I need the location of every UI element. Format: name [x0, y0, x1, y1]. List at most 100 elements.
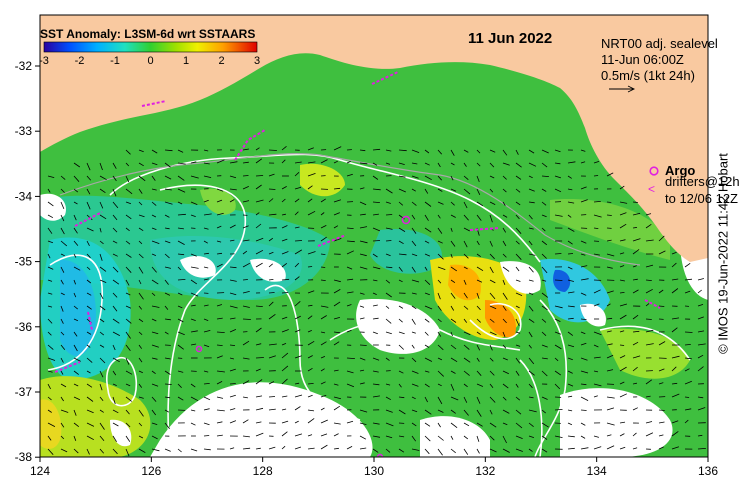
- current-arrow: [580, 253, 586, 256]
- current-arrow: [346, 304, 352, 307]
- current-arrow: [372, 370, 379, 373]
- current-arrow: [320, 381, 326, 385]
- current-arrow: [528, 240, 533, 246]
- current-arrow: [580, 447, 589, 450]
- current-arrow: [125, 227, 130, 232]
- y-tick-label: -34: [15, 189, 33, 203]
- current-arrow: [320, 444, 328, 450]
- current-arrow: [164, 318, 171, 321]
- current-arrow: [190, 304, 196, 307]
- current-arrow: [476, 331, 481, 335]
- current-arrow: [203, 383, 210, 385]
- current-arrow: [528, 383, 533, 389]
- current-arrow: [606, 407, 615, 411]
- current-arrow: [385, 266, 393, 269]
- current-arrow: [359, 369, 365, 372]
- current-arrow: [255, 223, 262, 229]
- current-arrow: [294, 420, 299, 424]
- current-arrow: [463, 357, 471, 363]
- current-arrow: [398, 344, 404, 350]
- y-tick-label: -36: [15, 320, 33, 334]
- current-arrow: [424, 175, 432, 181]
- current-arrow: [463, 448, 469, 455]
- current-arrow: [554, 435, 563, 438]
- current-arrow: [502, 279, 506, 285]
- current-arrow: [593, 395, 598, 398]
- current-arrow: [294, 186, 302, 190]
- current-arrow: [294, 276, 300, 281]
- current-arrow: [385, 227, 393, 230]
- current-arrow: [684, 380, 692, 385]
- current-arrow: [177, 149, 184, 153]
- current-arrow: [216, 381, 223, 385]
- current-arrow: [60, 435, 65, 440]
- current-arrow: [541, 227, 546, 232]
- current-arrow: [268, 355, 276, 359]
- current-arrow: [554, 305, 563, 309]
- current-arrow: [398, 409, 406, 415]
- current-arrow: [307, 198, 313, 203]
- current-arrow: [190, 396, 199, 402]
- current-arrow: [346, 420, 354, 424]
- current-arrow: [164, 305, 169, 310]
- current-arrow: [593, 227, 599, 229]
- current-arrow: [411, 188, 417, 192]
- current-arrow: [515, 266, 520, 272]
- current-arrow: [515, 370, 520, 376]
- current-arrow: [190, 266, 199, 269]
- current-arrow: [203, 149, 209, 152]
- current-arrow: [502, 422, 508, 426]
- current-arrow: [190, 409, 196, 412]
- current-arrow: [489, 201, 496, 205]
- current-arrow: [489, 448, 497, 453]
- current-arrow: [333, 187, 341, 190]
- current-arrow: [437, 396, 443, 405]
- current-legend-line3: 0.5m/s (1kt 24h): [601, 68, 695, 83]
- current-arrow: [281, 186, 287, 190]
- current-arrow: [177, 383, 182, 388]
- current-arrow: [437, 201, 444, 205]
- current-arrow: [359, 317, 365, 320]
- current-arrow: [398, 448, 405, 453]
- current-arrow: [411, 214, 416, 220]
- current-arrow: [489, 279, 496, 284]
- current-arrow: [541, 344, 548, 348]
- current-arrow: [541, 149, 549, 154]
- current-arrow: [60, 214, 65, 222]
- current-arrow: [268, 198, 274, 203]
- current-arrow: [86, 409, 94, 414]
- current-arrow: [190, 214, 196, 217]
- current-arrow: [86, 383, 93, 388]
- current-arrow: [554, 409, 563, 411]
- current-arrow: [385, 292, 392, 298]
- current-arrow: [424, 396, 428, 403]
- x-tick-label: 130: [364, 464, 384, 478]
- current-arrow: [268, 188, 276, 190]
- current-arrow: [502, 266, 510, 272]
- current-arrow: [47, 318, 53, 324]
- current-arrow: [489, 162, 495, 168]
- current-arrow: [502, 409, 510, 414]
- current-arrow: [424, 344, 430, 348]
- current-arrow: [632, 341, 639, 346]
- current-arrow: [164, 149, 173, 152]
- current-arrow: [580, 149, 586, 152]
- current-arrow: [255, 407, 264, 411]
- current-arrow: [437, 370, 444, 377]
- current-arrow: [476, 448, 480, 454]
- current-arrow: [307, 251, 316, 255]
- current-arrow: [203, 213, 212, 216]
- current-arrow: [112, 396, 116, 405]
- current-arrow: [580, 422, 586, 426]
- current-arrow: [346, 227, 354, 229]
- current-arrow: [216, 370, 225, 373]
- current-arrow: [385, 149, 392, 152]
- current-arrow: [528, 162, 537, 167]
- current-arrow: [437, 188, 443, 192]
- current-arrow: [398, 435, 405, 438]
- current-arrow: [619, 185, 625, 190]
- current-arrow: [73, 331, 78, 337]
- current-arrow: [463, 383, 468, 388]
- current-arrow: [73, 279, 76, 285]
